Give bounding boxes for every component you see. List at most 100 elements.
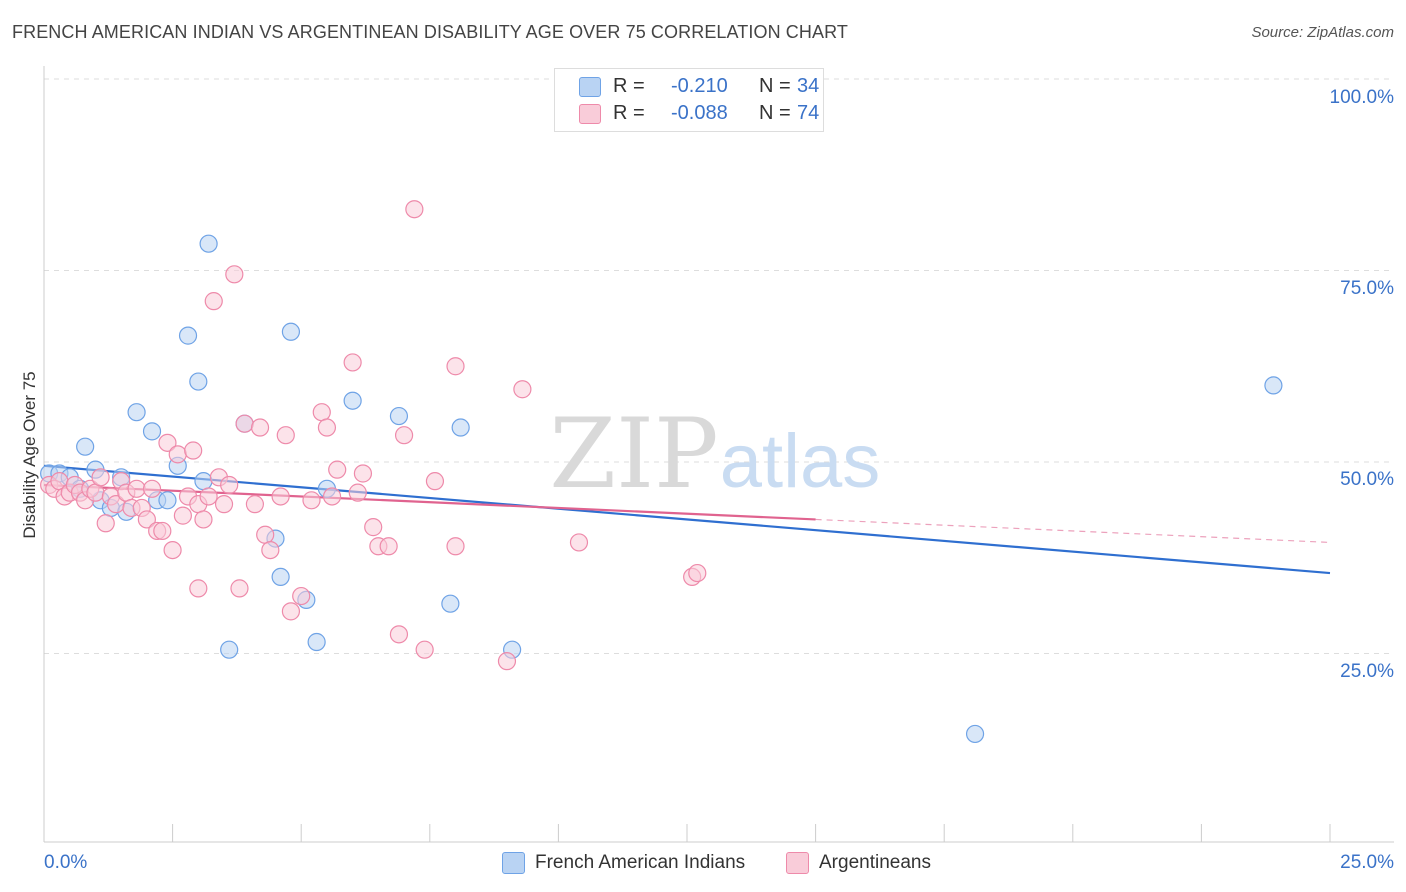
data-point: [142, 479, 162, 498]
chart-title: FRENCH AMERICAN INDIAN VS ARGENTINEAN DI…: [12, 22, 848, 42]
legend-r-label: R =: [613, 102, 645, 124]
data-point: [173, 506, 192, 525]
data-point: [513, 380, 532, 399]
data-point: [389, 625, 409, 644]
data-point: [965, 724, 985, 744]
data-point: [225, 265, 244, 284]
legend-item-argentineans: Argentineans: [786, 852, 931, 876]
data-point: [322, 487, 342, 506]
data-point: [230, 579, 249, 598]
data-point: [220, 640, 239, 659]
data-point: [137, 510, 156, 529]
data-point: [446, 537, 465, 556]
data-point: [194, 510, 213, 529]
data-point: [415, 640, 434, 659]
legend-n-label: N =: [759, 75, 791, 97]
data-point: [379, 537, 398, 556]
data-point: [569, 533, 589, 552]
legend-swatch-blue: [502, 852, 525, 874]
data-point: [153, 521, 172, 541]
trend-line-extension: [815, 518, 1331, 544]
data-point: [497, 652, 517, 671]
x-tick-min: 0.0%: [44, 852, 88, 873]
data-point: [312, 403, 331, 422]
y-tick-50: 50.0%: [1340, 469, 1394, 490]
legend-r-value: -0.088: [671, 102, 728, 124]
trend-lines: [43, 464, 1331, 575]
data-point: [271, 567, 290, 587]
data-point: [214, 495, 234, 514]
data-point: [127, 479, 146, 498]
data-point: [163, 540, 182, 560]
y-tick-100: 100.0%: [1329, 87, 1394, 108]
legend-label-argentineans: Argentineans: [819, 852, 931, 874]
data-point: [86, 483, 105, 502]
data-point: [389, 406, 409, 426]
data-point: [348, 483, 367, 502]
data-point: [446, 357, 465, 376]
data-point: [364, 518, 383, 537]
data-point: [199, 487, 218, 506]
data-point: [441, 594, 460, 613]
data-point: [96, 514, 115, 533]
data-point: [184, 441, 203, 460]
data-point: [281, 602, 301, 621]
data-point: [328, 460, 347, 479]
data-point: [189, 372, 208, 391]
source-credit: Source: ZipAtlas.com: [1251, 24, 1394, 41]
data-point: [76, 437, 95, 456]
data-point: [261, 540, 280, 560]
data-point: [142, 422, 162, 441]
legend-swatch-pink: [579, 104, 601, 124]
y-axis-label: Disability Age Over 75: [20, 371, 39, 539]
data-point: [91, 468, 110, 487]
data-point: [189, 579, 208, 598]
data-points: [40, 200, 1283, 744]
grid-lines: [44, 78, 1394, 654]
data-point: [1264, 376, 1283, 395]
legend-n-value: 74: [797, 102, 820, 124]
data-point: [425, 472, 445, 491]
data-point: [178, 326, 198, 345]
data-point: [343, 391, 362, 410]
data-point: [256, 525, 275, 544]
legend-r-label: R =: [613, 75, 645, 97]
data-point: [158, 433, 177, 452]
watermark-zip: ZIP: [549, 398, 718, 510]
data-point: [307, 632, 326, 652]
data-point: [271, 487, 290, 506]
legend-swatch-blue: [579, 77, 601, 97]
data-point: [688, 563, 707, 583]
data-point: [204, 292, 223, 311]
legend-item-french: French American Indians: [502, 852, 745, 876]
data-point: [394, 426, 414, 445]
legend-n-label: N =: [759, 102, 791, 124]
legend-n-value: 34: [797, 75, 820, 97]
legend-label-french: French American Indians: [535, 852, 746, 874]
data-point: [276, 426, 295, 445]
legend-r-value: -0.210: [671, 75, 728, 97]
data-point: [292, 586, 311, 606]
data-point: [343, 353, 362, 372]
legend-swatch-pink: [786, 852, 809, 874]
y-tick-25: 25.0%: [1340, 661, 1394, 682]
watermark: ZIP atlas: [549, 398, 880, 510]
data-point: [194, 472, 213, 491]
stats-legend: R = -0.210 N = 34 R = -0.088 N = 74: [554, 68, 824, 132]
data-point: [235, 414, 254, 433]
y-tick-75: 75.0%: [1340, 278, 1394, 299]
data-point: [158, 491, 177, 510]
data-point: [405, 200, 424, 219]
data-point: [317, 418, 337, 437]
trend-line: [43, 464, 1331, 575]
data-point: [302, 491, 321, 510]
x-tick-max: 25.0%: [1340, 852, 1394, 873]
data-point: [168, 445, 187, 464]
data-point: [199, 234, 218, 253]
data-point: [127, 403, 146, 422]
data-point: [250, 418, 270, 437]
data-point: [220, 475, 239, 495]
data-point: [245, 495, 265, 514]
trend-line: [43, 483, 816, 521]
